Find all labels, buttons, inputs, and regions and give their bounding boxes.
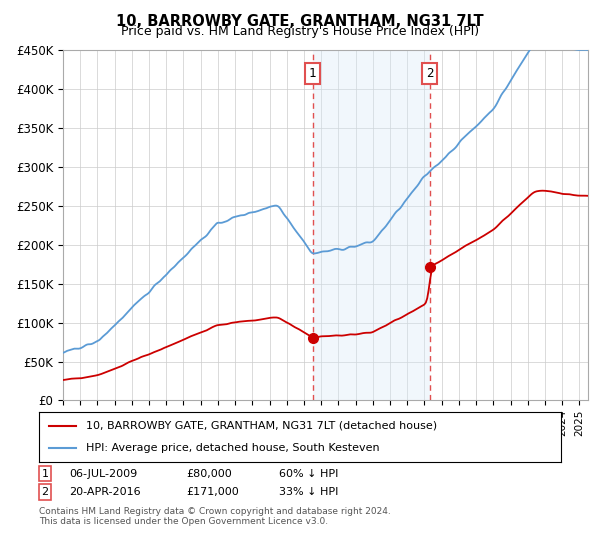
Text: 06-JUL-2009: 06-JUL-2009 — [69, 469, 137, 479]
Text: 60% ↓ HPI: 60% ↓ HPI — [279, 469, 338, 479]
Text: 1: 1 — [309, 67, 317, 80]
Text: 33% ↓ HPI: 33% ↓ HPI — [279, 487, 338, 497]
Text: 2: 2 — [41, 487, 49, 497]
Text: Contains HM Land Registry data © Crown copyright and database right 2024.
This d: Contains HM Land Registry data © Crown c… — [39, 507, 391, 526]
Text: HPI: Average price, detached house, South Kesteven: HPI: Average price, detached house, Sout… — [86, 443, 380, 453]
Text: 1: 1 — [41, 469, 49, 479]
Text: Price paid vs. HM Land Registry's House Price Index (HPI): Price paid vs. HM Land Registry's House … — [121, 25, 479, 38]
Text: £80,000: £80,000 — [186, 469, 232, 479]
Text: £171,000: £171,000 — [186, 487, 239, 497]
Text: 20-APR-2016: 20-APR-2016 — [69, 487, 140, 497]
Text: 10, BARROWBY GATE, GRANTHAM, NG31 7LT: 10, BARROWBY GATE, GRANTHAM, NG31 7LT — [116, 14, 484, 29]
Text: 10, BARROWBY GATE, GRANTHAM, NG31 7LT (detached house): 10, BARROWBY GATE, GRANTHAM, NG31 7LT (d… — [86, 421, 437, 431]
Text: 2: 2 — [426, 67, 433, 80]
Bar — [313, 50, 430, 400]
